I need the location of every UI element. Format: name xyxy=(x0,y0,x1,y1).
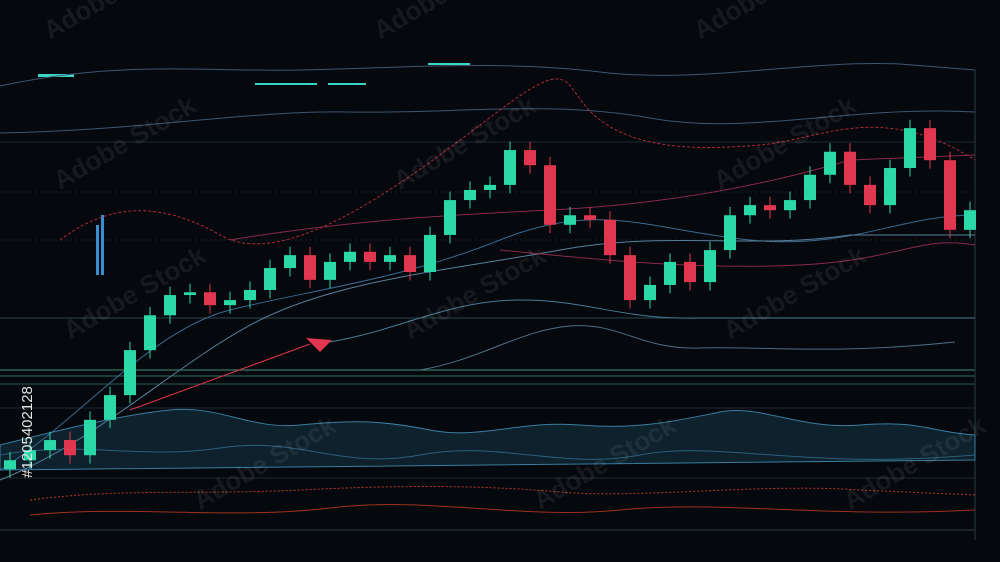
indicator-bar xyxy=(38,74,74,77)
candle-body xyxy=(484,184,496,190)
candle-body xyxy=(804,174,816,201)
candle-body xyxy=(904,128,916,169)
candle-body xyxy=(884,168,896,206)
candle-body xyxy=(24,450,36,461)
candle-body xyxy=(424,234,436,273)
candle-body xyxy=(304,255,316,280)
candle-body xyxy=(644,284,656,301)
trend-line xyxy=(129,343,311,411)
volume-spike xyxy=(96,225,99,275)
indicator-bar xyxy=(255,83,317,85)
oscillator xyxy=(419,325,956,371)
decorations xyxy=(0,63,976,540)
candle-body xyxy=(544,165,556,225)
candle-body xyxy=(344,251,356,262)
candle-body xyxy=(564,215,576,225)
candle-body xyxy=(444,200,456,235)
candle-body xyxy=(744,205,756,216)
candle-body xyxy=(404,255,416,273)
candle-body xyxy=(284,255,296,269)
lower-indicator xyxy=(29,485,976,501)
candle-body xyxy=(964,210,976,230)
candle-body xyxy=(704,250,716,283)
arrow xyxy=(306,338,332,352)
image-id: #1205402128 xyxy=(19,386,36,478)
candle-body xyxy=(604,219,616,256)
candle-body xyxy=(664,261,676,285)
candle-body xyxy=(464,189,476,201)
candle-body xyxy=(724,215,736,251)
candle-body xyxy=(224,300,236,306)
candle-body xyxy=(364,251,376,262)
signal-line xyxy=(329,299,975,343)
candle-body xyxy=(104,395,116,420)
candle-body xyxy=(164,295,176,316)
ma-line xyxy=(0,214,976,471)
band-line xyxy=(0,63,976,87)
candle-body xyxy=(764,205,776,211)
candle-body xyxy=(624,255,636,301)
candle-body xyxy=(384,255,396,262)
candles xyxy=(4,119,976,478)
candle-body xyxy=(44,440,56,451)
candle-body xyxy=(184,292,196,296)
candle-body xyxy=(144,315,156,351)
candle-body xyxy=(324,261,336,280)
volume-spike xyxy=(101,215,104,275)
candle-body xyxy=(824,151,836,175)
candle-body xyxy=(524,150,536,166)
wave-area xyxy=(0,408,976,471)
band-line xyxy=(0,108,976,134)
candle-body xyxy=(924,128,936,161)
candle-body xyxy=(64,440,76,456)
candle-body xyxy=(944,160,956,230)
candle-body xyxy=(124,350,136,396)
indicator-bar xyxy=(428,63,470,65)
candle-body xyxy=(84,419,96,456)
candle-body xyxy=(844,151,856,185)
ma-line xyxy=(0,234,975,481)
candle-body xyxy=(204,292,216,306)
lower-indicator xyxy=(29,504,976,516)
candle-body xyxy=(264,268,276,290)
ma-line xyxy=(499,242,976,267)
ma-line xyxy=(59,78,976,245)
candle-body xyxy=(504,150,516,185)
candle-body xyxy=(684,261,696,283)
candle-body xyxy=(244,289,256,301)
candle-body xyxy=(584,215,596,220)
candle-body xyxy=(784,200,796,211)
indicator-bar xyxy=(328,83,366,85)
candle-body xyxy=(4,460,16,470)
wave-line xyxy=(0,444,976,460)
candle-body xyxy=(864,184,876,206)
